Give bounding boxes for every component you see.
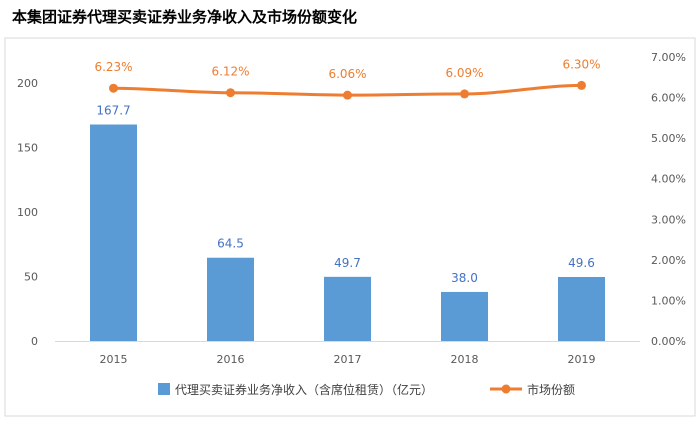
y-right-tick-label: 1.00% bbox=[651, 294, 686, 307]
line-point bbox=[109, 83, 118, 93]
y-left-tick-label: 0 bbox=[31, 335, 38, 348]
line-data-label: 6.12% bbox=[211, 65, 249, 79]
x-tick-label: 2018 bbox=[451, 353, 479, 366]
line-data-label: 6.06% bbox=[328, 67, 366, 81]
chart-frame bbox=[4, 37, 696, 417]
bar bbox=[441, 291, 488, 341]
line-data-label: 6.30% bbox=[562, 57, 600, 71]
x-tick-label: 2017 bbox=[334, 353, 362, 366]
y-right-tick-label: 4.00% bbox=[651, 173, 686, 186]
line-point bbox=[226, 88, 235, 98]
chart-title: 本集团证券代理买卖证券业务净收入及市场份额变化 bbox=[12, 8, 358, 26]
line-point bbox=[343, 90, 352, 100]
bar-data-label: 38.0 bbox=[451, 271, 478, 285]
legend-swatch-bar bbox=[158, 383, 170, 395]
x-tick-label: 2019 bbox=[568, 353, 596, 366]
y-right-tick-label: 3.00% bbox=[651, 213, 686, 226]
y-right-tick-label: 2.00% bbox=[651, 254, 686, 267]
line-data-label: 6.23% bbox=[94, 60, 132, 74]
legend-swatch-marker bbox=[501, 384, 511, 394]
y-left-tick-label: 100 bbox=[17, 206, 38, 219]
legend-label-bar: 代理买卖证券业务净收入（含席位租赁）（亿元） bbox=[175, 382, 433, 397]
line-data-label: 6.09% bbox=[445, 66, 483, 80]
line-point bbox=[577, 80, 586, 90]
y-right-tick-label: 6.00% bbox=[651, 92, 686, 105]
legend-label-line: 市场份额 bbox=[527, 382, 575, 397]
bar bbox=[90, 124, 137, 341]
y-right-tick-label: 5.00% bbox=[651, 132, 686, 145]
bar-data-label: 49.6 bbox=[568, 256, 595, 270]
y-right-tick-label: 0.00% bbox=[651, 335, 686, 348]
x-tick-label: 2015 bbox=[100, 353, 128, 366]
x-tick-label: 2016 bbox=[217, 353, 245, 366]
bar-data-label: 49.7 bbox=[334, 256, 361, 270]
y-left-tick-label: 150 bbox=[17, 141, 38, 154]
y-left-tick-label: 50 bbox=[24, 270, 38, 283]
bar-data-label: 167.7 bbox=[96, 104, 130, 118]
bar bbox=[324, 276, 371, 341]
line-point bbox=[460, 89, 469, 99]
y-left-tick-label: 200 bbox=[17, 77, 38, 90]
bar bbox=[558, 276, 605, 341]
bar-data-label: 64.5 bbox=[217, 237, 244, 251]
y-right-tick-label: 7.00% bbox=[651, 51, 686, 64]
bar bbox=[207, 257, 254, 341]
